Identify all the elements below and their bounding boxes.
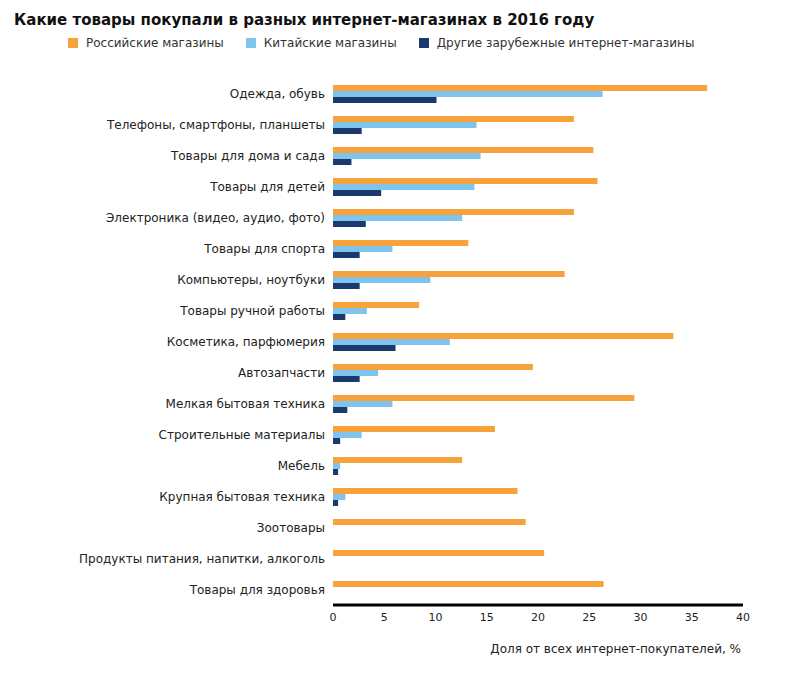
svg-text:40: 40 bbox=[736, 611, 750, 624]
svg-text:Автозапчасти: Автозапчасти bbox=[238, 366, 325, 380]
svg-text:Электроника (видео, аудио, фот: Электроника (видео, аудио, фото) bbox=[106, 211, 325, 225]
svg-text:Строительные материалы: Строительные материалы bbox=[159, 428, 325, 442]
svg-text:25: 25 bbox=[582, 611, 596, 624]
svg-text:Крупная бытовая техника: Крупная бытовая техника bbox=[159, 490, 325, 504]
svg-text:0: 0 bbox=[330, 611, 337, 624]
svg-text:Товары для здоровья: Товары для здоровья bbox=[189, 583, 325, 597]
svg-text:Косметика, парфюмерия: Косметика, парфюмерия bbox=[167, 335, 325, 349]
svg-text:Одежда, обувь: Одежда, обувь bbox=[230, 87, 325, 101]
svg-text:Мелкая бытовая техника: Мелкая бытовая техника bbox=[166, 397, 325, 411]
html-text:Российские магазины: Российские магазины bbox=[86, 36, 224, 50]
svg-text:15: 15 bbox=[480, 611, 494, 624]
svg-text:Товары для детей: Товары для детей bbox=[209, 180, 325, 194]
html-text:Китайские магазины: Китайские магазины bbox=[263, 36, 397, 50]
html-text:Другие зарубежные интернет-маг: Другие зарубежные интернет-магазины bbox=[436, 36, 695, 50]
svg-text:Зоотовары: Зоотовары bbox=[257, 521, 325, 535]
svg-text:10: 10 bbox=[429, 611, 443, 624]
svg-text:Доля от всех интернет-покупате: Доля от всех интернет-покупателей, % bbox=[490, 642, 741, 656]
svg-text:35: 35 bbox=[685, 611, 699, 624]
svg-text:Товары для дома и сада: Товары для дома и сада bbox=[170, 149, 325, 163]
svg-text:20: 20 bbox=[531, 611, 545, 624]
svg-text:Компьютеры, ноутбуки: Компьютеры, ноутбуки bbox=[177, 273, 325, 287]
svg-text:Продукты питания, напитки, алк: Продукты питания, напитки, алкоголь bbox=[79, 552, 325, 566]
svg-text:5: 5 bbox=[381, 611, 388, 624]
svg-text:Телефоны, смартфоны, планшеты: Телефоны, смартфоны, планшеты bbox=[106, 118, 325, 132]
html-text:Какие товары покупали в разных: Какие товары покупали в разных интернет-… bbox=[14, 11, 595, 29]
svg-text:Товары ручной работы: Товары ручной работы bbox=[179, 304, 325, 318]
svg-text:Мебель: Мебель bbox=[278, 459, 325, 473]
svg-text:30: 30 bbox=[634, 611, 648, 624]
svg-text:Товары для спорта: Товары для спорта bbox=[203, 242, 325, 256]
